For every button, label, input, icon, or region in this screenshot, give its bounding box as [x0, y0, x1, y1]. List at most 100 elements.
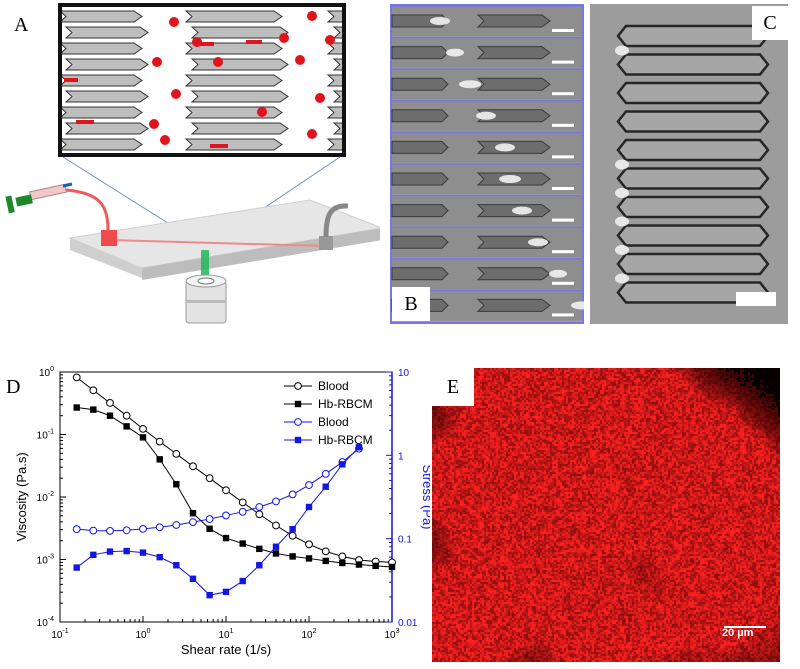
trapped-cell [615, 273, 629, 284]
data-point [172, 521, 181, 529]
data-point [72, 373, 81, 382]
data-point [106, 526, 114, 535]
syringe-icon [5, 182, 73, 214]
scale-bar [552, 92, 574, 96]
pillar [476, 14, 551, 28]
pillar [391, 172, 449, 186]
legend-marker [294, 400, 302, 408]
panel-b-label: B [392, 287, 430, 321]
capillary-pillars [616, 24, 770, 304]
legend-marker [294, 436, 302, 444]
y2-tick-label: 0.01 [398, 618, 418, 629]
pillar [332, 90, 342, 103]
data-point [288, 490, 297, 499]
fluorescent-cell [499, 175, 521, 183]
data-point [339, 461, 346, 468]
fluorescent-cell [459, 80, 481, 89]
fluorescent-cell [528, 238, 548, 247]
data-point [239, 540, 246, 547]
pillar [616, 53, 770, 76]
trapped-cell [615, 188, 629, 198]
data-point [123, 547, 130, 555]
pillar [391, 235, 449, 249]
panel-d-label: D [6, 376, 21, 398]
pillar [64, 122, 149, 135]
data-point [288, 531, 297, 540]
data-point [321, 469, 330, 478]
scale-bar-e [724, 626, 766, 628]
red-blood-cell [279, 33, 289, 43]
deformed-red-blood-cell [76, 120, 94, 124]
scale-bar [552, 218, 574, 222]
data-point [106, 399, 114, 407]
legend-label: Hb-RBCM [318, 397, 373, 411]
data-point [106, 412, 114, 419]
pillar [64, 26, 149, 39]
data-point [173, 562, 180, 569]
data-point [73, 404, 80, 411]
pillar [332, 58, 342, 71]
data-point [156, 553, 163, 561]
red-blood-cell [325, 35, 335, 45]
data-point [372, 562, 379, 570]
deformed-red-blood-cell [210, 144, 228, 148]
data-point [272, 550, 280, 557]
pillar [332, 122, 342, 135]
legend-label: Blood [318, 379, 349, 393]
scale-bar [552, 187, 574, 190]
pillar [391, 77, 449, 91]
data-point [255, 503, 264, 511]
pillar [184, 10, 283, 23]
legend-label: Blood [318, 415, 349, 429]
data-point [139, 424, 147, 433]
microchannel [109, 239, 325, 247]
pillar [184, 74, 283, 87]
laser-beam [201, 250, 209, 278]
pillar [476, 77, 551, 91]
data-point [238, 498, 247, 507]
pillar [391, 204, 449, 218]
pillar [476, 298, 551, 312]
data-point [238, 507, 247, 516]
series-line [76, 448, 360, 532]
series-line [76, 446, 360, 596]
pillar [391, 109, 449, 123]
pillar [184, 138, 283, 151]
x-axis-label: Shear rate (1/s) [181, 642, 271, 657]
pillar [391, 267, 449, 281]
red-blood-cell [315, 93, 325, 103]
data-point [155, 437, 164, 446]
deformed-red-blood-cell [246, 40, 262, 44]
data-point [222, 486, 230, 495]
outlet-port [319, 236, 333, 250]
scale-bar [552, 281, 574, 285]
scale-bar [552, 29, 574, 32]
pillar [616, 24, 770, 48]
y-tick-label: 10-1 [37, 429, 54, 442]
y2-tick-label: 10 [398, 368, 410, 379]
data-point [222, 511, 230, 520]
pillar [190, 122, 289, 135]
red-blood-cell [171, 89, 181, 99]
pillar [326, 74, 342, 87]
data-point [205, 474, 214, 483]
data-point [73, 564, 80, 571]
data-point [222, 588, 230, 596]
data-point [321, 547, 330, 556]
y2-tick-label: 0.1 [398, 535, 412, 546]
red-blood-cell [307, 129, 317, 139]
y-tick-label: 10-3 [37, 554, 54, 567]
data-point [122, 411, 131, 420]
scale-bar-e-label: 20 µm [722, 627, 754, 639]
legend-marker [294, 382, 302, 390]
data-point [272, 497, 280, 506]
y-tick-label: 100 [39, 366, 54, 379]
data-point [305, 481, 313, 489]
data-point [338, 552, 347, 561]
data-point [139, 549, 147, 556]
data-point [172, 449, 181, 458]
pillar [476, 46, 551, 60]
fluorescent-cell [476, 111, 496, 120]
scale-bar-c [736, 292, 776, 306]
